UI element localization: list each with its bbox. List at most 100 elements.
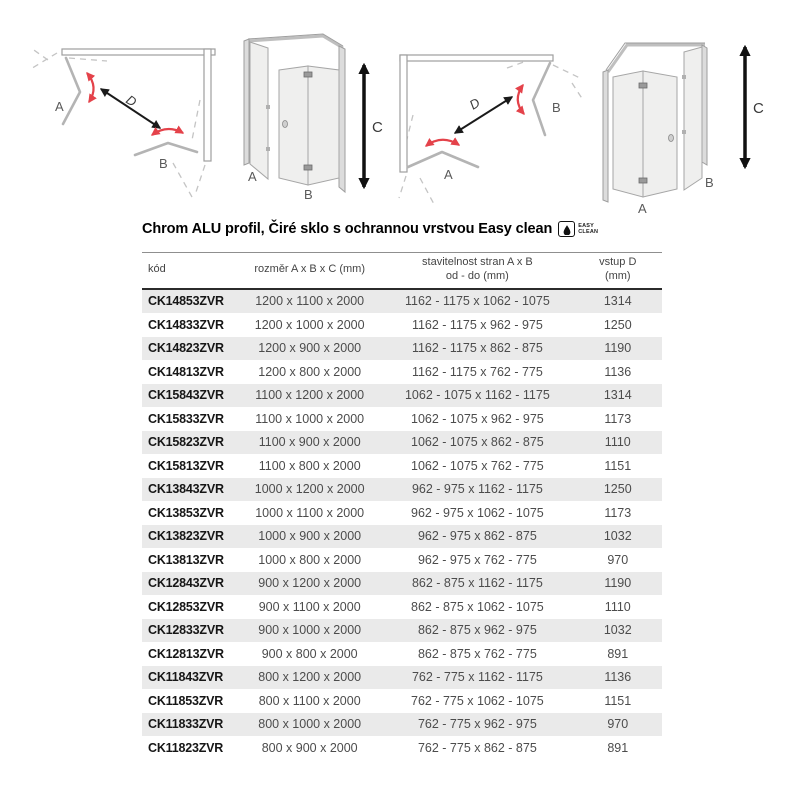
cell-vstup: 1190 bbox=[604, 576, 632, 591]
entry-width-arrow bbox=[453, 96, 514, 134]
table-header: kód rozměr A x B x C (mm) stavitelnost s… bbox=[142, 253, 662, 290]
table-row: CK12833ZVR 900 x 1000 x 2000 862 - 875 x… bbox=[142, 618, 662, 642]
label-a: A bbox=[638, 201, 647, 216]
bifold-panel-right bbox=[642, 70, 678, 198]
cell-vstup: 891 bbox=[607, 740, 629, 755]
cell-stavitelnost: 1162 - 1175 x 1062 - 1075 bbox=[404, 294, 550, 309]
col-header-stavitelnost-line1: stavitelnost stran A x B bbox=[422, 256, 533, 268]
panel-b-hinge-mark bbox=[682, 130, 686, 134]
col-header-stavitelnost: stavitelnost stran A x B od - do (mm) bbox=[381, 256, 573, 284]
dashed-open-positions bbox=[398, 57, 584, 207]
easy-clean-badge-text: EASY CLEAN bbox=[578, 223, 598, 236]
col-header-rozmer: rozměr A x B x C (mm) bbox=[254, 262, 365, 275]
cell-vstup: 1190 bbox=[604, 341, 632, 356]
easy-clean-badge: EASY CLEAN bbox=[558, 221, 598, 237]
bifold-panel-right bbox=[307, 65, 340, 186]
wall-top bbox=[61, 48, 216, 56]
hinge-top bbox=[303, 71, 313, 78]
col-header-vstup-line1: vstup D bbox=[599, 256, 637, 268]
table-row: CK13843ZVR 1000 x 1200 x 2000 962 - 975 … bbox=[142, 477, 662, 501]
cell-vstup: 1110 bbox=[604, 435, 631, 450]
cell-stavitelnost: 962 - 975 x 1162 - 1175 bbox=[411, 482, 543, 497]
table-row: CK13823ZVR 1000 x 900 x 2000 962 - 975 x… bbox=[142, 524, 662, 548]
cell-vstup: 1250 bbox=[603, 482, 632, 497]
top-rail-edge bbox=[605, 42, 705, 71]
cell-kod: CK14853ZVR bbox=[148, 294, 224, 309]
col-header-vstup-line2: (mm) bbox=[604, 269, 631, 282]
wall-right bbox=[203, 48, 212, 162]
cell-vstup: 1314 bbox=[603, 388, 632, 403]
spec-table: kód rozměr A x B x C (mm) stavitelnost s… bbox=[142, 252, 662, 760]
cell-stavitelnost: 762 - 775 x 962 - 975 bbox=[417, 717, 537, 732]
table-row: CK14823ZVR 1200 x 900 x 2000 1162 - 1175… bbox=[142, 336, 662, 360]
cell-rozmer: 1000 x 1100 x 2000 bbox=[255, 505, 365, 520]
cell-vstup: 1173 bbox=[604, 505, 632, 520]
label-c: C bbox=[753, 100, 764, 117]
cell-rozmer: 1100 x 1000 x 2000 bbox=[255, 411, 365, 426]
label-b: B bbox=[159, 156, 168, 171]
cell-vstup: 891 bbox=[607, 646, 629, 661]
cell-rozmer: 800 x 1000 x 2000 bbox=[258, 717, 362, 732]
spec-sheet: Chrom ALU profil, Čiré sklo s ochrannou … bbox=[142, 217, 662, 760]
door-knob bbox=[668, 134, 674, 142]
col-header-kod: kód bbox=[148, 262, 166, 275]
cell-rozmer: 1100 x 1200 x 2000 bbox=[255, 388, 365, 403]
cell-rozmer: 800 x 1100 x 2000 bbox=[258, 693, 361, 708]
cell-vstup: 970 bbox=[607, 552, 629, 567]
table-row: CK11843ZVR 800 x 1200 x 2000 762 - 775 x… bbox=[142, 665, 662, 689]
cell-stavitelnost: 862 - 875 x 962 - 975 bbox=[417, 623, 537, 638]
cell-stavitelnost: 1062 - 1075 x 762 - 775 bbox=[411, 458, 544, 473]
folding-door-a bbox=[61, 56, 82, 126]
panel-a-hinge-mark bbox=[266, 105, 270, 109]
label-a: A bbox=[444, 167, 453, 182]
table-row: CK14813ZVR 1200 x 800 x 2000 1162 - 1175… bbox=[142, 360, 662, 384]
cell-rozmer: 1200 x 800 x 2000 bbox=[258, 364, 362, 379]
table-row: CK14833ZVR 1200 x 1000 x 2000 1162 - 117… bbox=[142, 313, 662, 337]
cell-vstup: 1173 bbox=[604, 411, 632, 426]
cell-rozmer: 900 x 1200 x 2000 bbox=[258, 576, 362, 591]
cell-rozmer: 1200 x 900 x 2000 bbox=[258, 341, 362, 356]
label-d: D bbox=[467, 95, 483, 113]
col-header-stavitelnost-line2: od - do (mm) bbox=[445, 269, 509, 282]
cell-kod: CK11853ZVR bbox=[148, 693, 224, 708]
hinge-top bbox=[638, 82, 648, 89]
cell-stavitelnost: 1162 - 1175 x 862 - 875 bbox=[411, 341, 543, 356]
table-row: CK15813ZVR 1100 x 800 x 2000 1062 - 1075… bbox=[142, 454, 662, 478]
top-rail bbox=[247, 34, 344, 50]
dashed-open-positions bbox=[28, 47, 206, 198]
cell-kod: CK15843ZVR bbox=[148, 388, 224, 403]
cell-stavitelnost: 862 - 875 x 1162 - 1175 bbox=[411, 576, 543, 591]
cell-stavitelnost: 862 - 875 x 762 - 775 bbox=[417, 646, 537, 661]
table-row: CK11823ZVR 800 x 900 x 2000 762 - 775 x … bbox=[142, 736, 662, 760]
door-knob bbox=[282, 120, 288, 128]
cell-vstup: 1032 bbox=[603, 623, 632, 638]
diagram-plan-left: A B D bbox=[28, 47, 216, 198]
table-row: CK15843ZVR 1100 x 1200 x 2000 1062 - 107… bbox=[142, 383, 662, 407]
label-a: A bbox=[55, 99, 64, 114]
cell-rozmer: 1000 x 900 x 2000 bbox=[258, 529, 362, 544]
cell-stavitelnost: 962 - 975 x 862 - 875 bbox=[417, 529, 537, 544]
folding-door-b bbox=[531, 61, 552, 137]
table-row: CK12813ZVR 900 x 800 x 2000 862 - 875 x … bbox=[142, 642, 662, 666]
cell-stavitelnost: 862 - 875 x 1062 - 1075 bbox=[411, 599, 544, 614]
table-body: CK14853ZVR 1200 x 1100 x 2000 1162 - 117… bbox=[142, 289, 662, 760]
col-header-vstup: vstup D (mm) bbox=[574, 256, 662, 284]
cell-rozmer: 900 x 1100 x 2000 bbox=[258, 599, 361, 614]
cell-rozmer: 1200 x 1000 x 2000 bbox=[254, 317, 365, 332]
top-rail-edge bbox=[247, 33, 344, 47]
diagram-plan-right: B A D bbox=[398, 54, 584, 207]
label-c: C bbox=[372, 119, 383, 136]
cell-vstup: 1136 bbox=[604, 670, 632, 685]
diagram-front-left: A B C bbox=[243, 33, 383, 202]
cell-kod: CK14813ZVR bbox=[148, 364, 224, 379]
cell-stavitelnost: 762 - 775 x 1162 - 1175 bbox=[411, 670, 543, 685]
cell-rozmer: 800 x 1200 x 2000 bbox=[258, 670, 362, 685]
cell-rozmer: 1100 x 800 x 2000 bbox=[258, 458, 361, 473]
side-panel-b bbox=[683, 46, 703, 191]
table-row: CK15833ZVR 1100 x 1000 x 2000 1062 - 107… bbox=[142, 407, 662, 431]
table-row: CK13813ZVR 1000 x 800 x 2000 962 - 975 x… bbox=[142, 548, 662, 572]
table-row: CK15823ZVR 1100 x 900 x 2000 1062 - 1075… bbox=[142, 430, 662, 454]
badge-line-1: EASY bbox=[578, 222, 595, 229]
cell-vstup: 1250 bbox=[603, 317, 632, 332]
entry-width-arrow bbox=[99, 88, 162, 129]
